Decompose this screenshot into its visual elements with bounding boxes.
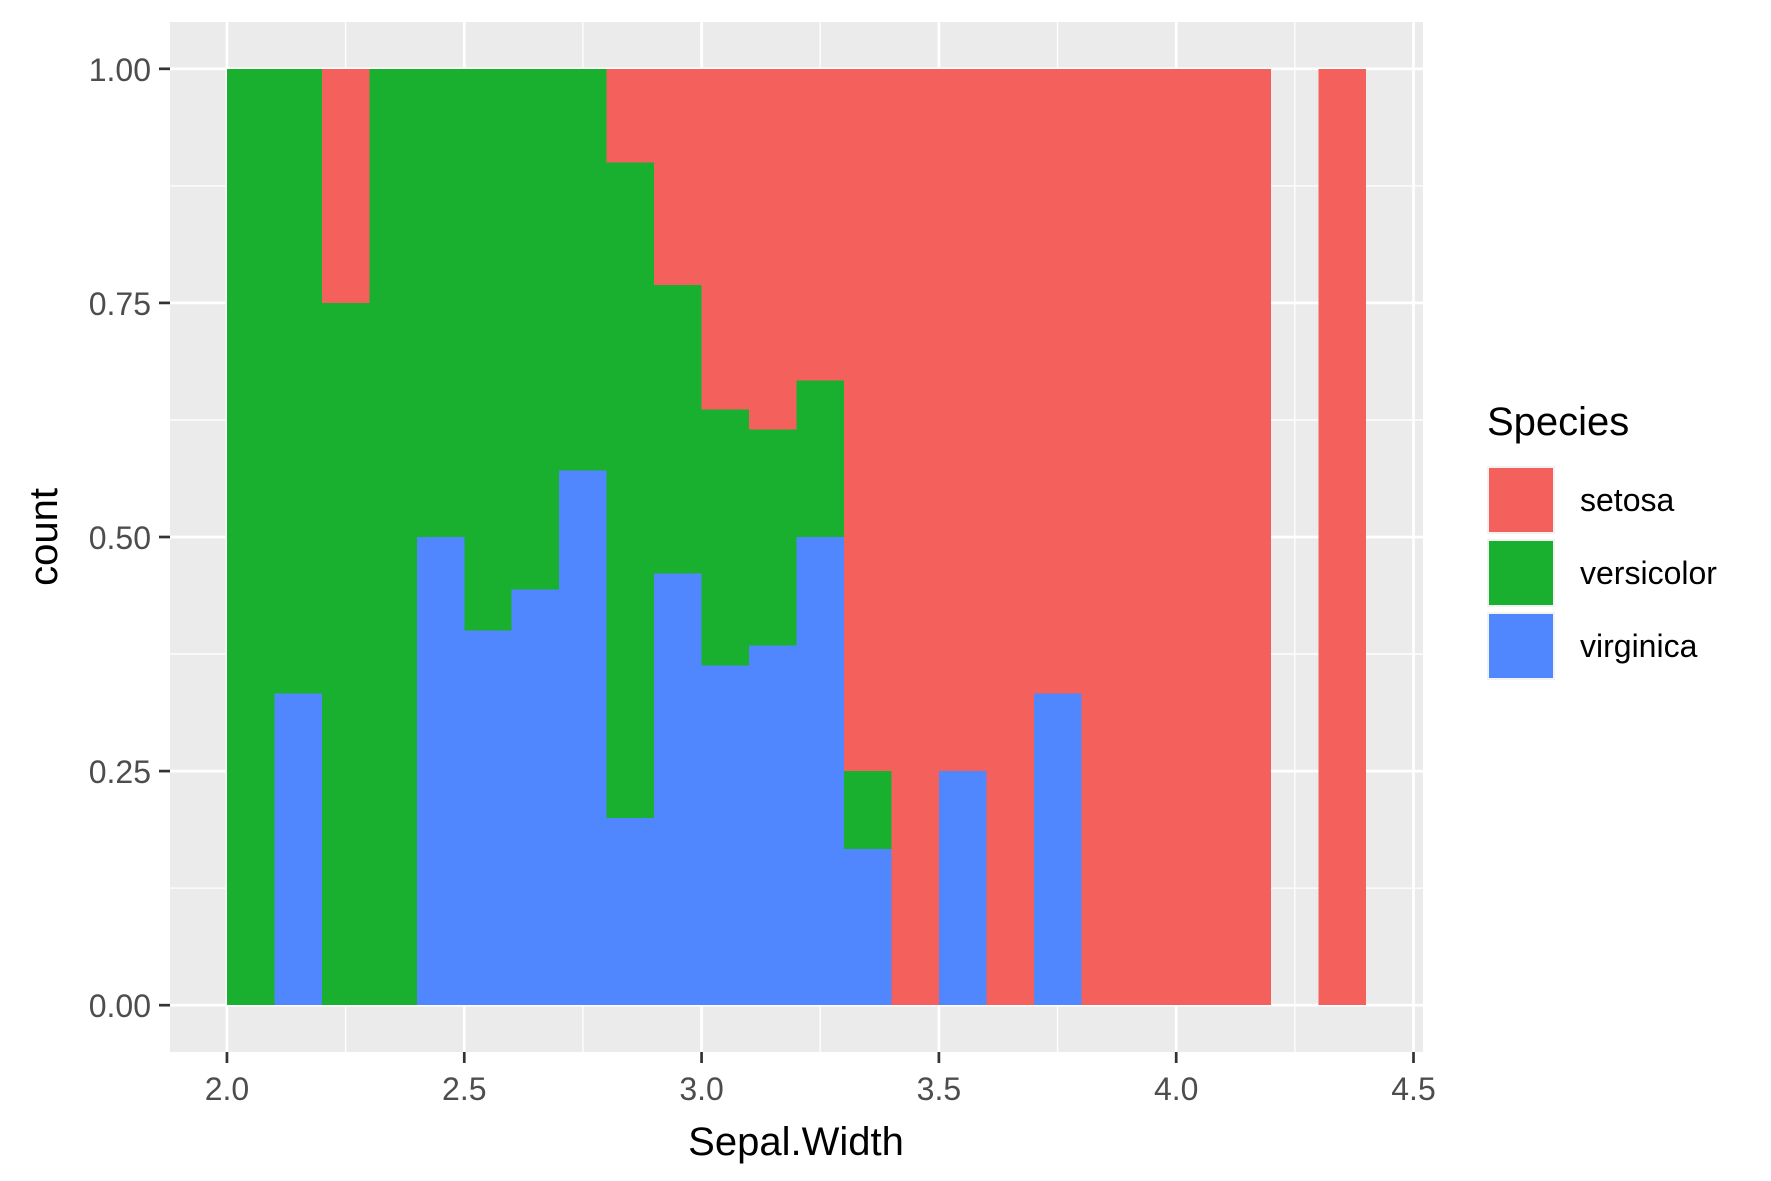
- histogram-bars: [226, 68, 1367, 1006]
- bar-segment-setosa: [1081, 68, 1129, 1006]
- bar-segment-versicolor: [654, 285, 702, 574]
- bar-segment-versicolor: [274, 68, 322, 694]
- bar-segment-setosa: [1128, 68, 1177, 1006]
- bar-segment-virginica: [559, 470, 607, 1006]
- bar-segment-setosa: [654, 68, 702, 286]
- legend-key-setosa: [1489, 468, 1553, 532]
- bar-segment-versicolor: [511, 68, 560, 590]
- bar-segment-virginica: [416, 537, 465, 1006]
- bar-segment-versicolor: [749, 429, 797, 646]
- bar-segment-setosa: [1176, 68, 1224, 1006]
- bar-segment-virginica: [464, 630, 512, 1006]
- y-tick-label: 0.75: [89, 286, 151, 322]
- x-tick-label: 4.5: [1391, 1071, 1435, 1107]
- bar-segment-virginica: [701, 665, 750, 1006]
- x-tick-label: 2.0: [205, 1071, 249, 1107]
- y-axis: 0.00 0.25 0.50 0.75 1.00: [89, 52, 170, 1024]
- legend-label-setosa: setosa: [1580, 482, 1674, 518]
- bar-segment-versicolor: [796, 380, 844, 537]
- bar-segment-virginica: [749, 645, 797, 1006]
- bar-segment-setosa: [891, 68, 939, 1006]
- bar-segment-virginica: [938, 771, 987, 1006]
- bar-segment-versicolor: [464, 68, 512, 631]
- y-tick-label: 0.00: [89, 988, 151, 1024]
- bar-segment-virginica: [274, 693, 322, 1006]
- bar-segment-setosa: [701, 68, 750, 410]
- bar-segment-setosa: [321, 68, 370, 303]
- bar-segment-versicolor: [559, 68, 607, 471]
- x-tick-label: 2.5: [442, 1071, 486, 1107]
- bar-segment-versicolor: [843, 771, 892, 849]
- x-axis-title: Sepal.Width: [688, 1120, 904, 1164]
- y-tick-label: 1.00: [89, 52, 151, 88]
- bar-segment-setosa: [843, 68, 892, 772]
- legend-title: Species: [1487, 400, 1629, 444]
- bar-segment-versicolor: [321, 302, 370, 1006]
- bar-segment-setosa: [749, 68, 797, 430]
- bar-segment-setosa: [986, 68, 1034, 1006]
- bar-segment-versicolor: [226, 68, 275, 1006]
- x-axis: 2.0 2.5 3.0 3.5 4.0 4.5: [205, 1052, 1436, 1107]
- bar-segment-setosa: [606, 68, 655, 163]
- bar-segment-setosa: [938, 68, 987, 772]
- legend-key-versicolor: [1489, 541, 1553, 605]
- legend: Species setosa versicolor virginica: [1487, 400, 1717, 680]
- bar-segment-virginica: [1033, 693, 1082, 1006]
- bar-segment-virginica: [654, 573, 702, 1006]
- x-tick-label: 3.0: [679, 1071, 723, 1107]
- bar-segment-versicolor: [701, 409, 750, 666]
- legend-label-versicolor: versicolor: [1580, 555, 1717, 591]
- bar-segment-setosa: [1223, 68, 1272, 1006]
- legend-key-virginica: [1489, 614, 1553, 678]
- bar-segment-versicolor: [606, 162, 655, 818]
- y-axis-title: count: [22, 488, 66, 586]
- y-tick-label: 0.50: [89, 520, 151, 556]
- bar-segment-versicolor: [369, 68, 417, 1006]
- bar-segment-virginica: [843, 848, 892, 1006]
- y-tick-label: 0.25: [89, 754, 151, 790]
- bar-segment-setosa: [796, 68, 844, 381]
- bar-segment-versicolor: [416, 68, 465, 538]
- x-tick-label: 3.5: [917, 1071, 961, 1107]
- bar-segment-virginica: [796, 537, 844, 1006]
- x-tick-label: 4.0: [1154, 1071, 1198, 1107]
- bar-segment-setosa: [1033, 68, 1082, 694]
- bar-segment-setosa: [1318, 68, 1367, 1006]
- bar-segment-virginica: [511, 589, 560, 1006]
- legend-label-virginica: virginica: [1580, 628, 1698, 664]
- bar-segment-virginica: [606, 817, 655, 1006]
